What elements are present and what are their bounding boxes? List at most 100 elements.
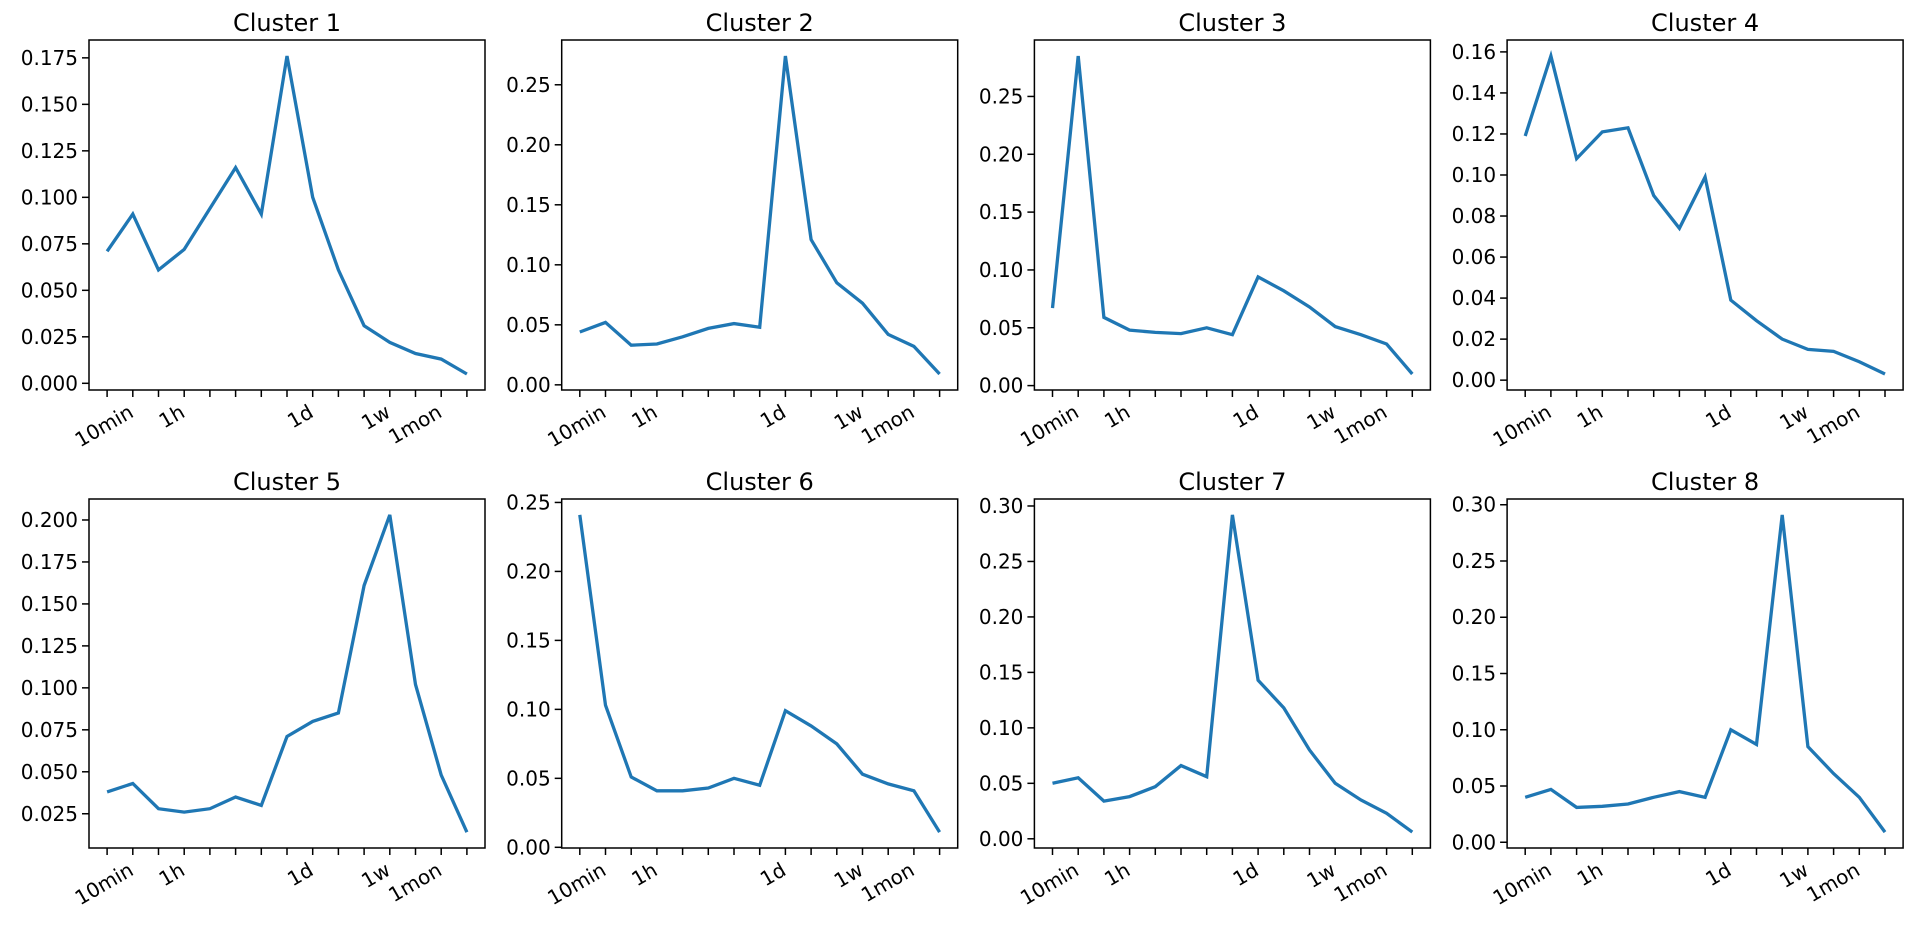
series-line xyxy=(579,55,941,376)
subplot-title: Cluster 6 xyxy=(706,468,814,496)
x-tick-label: 10min xyxy=(543,858,610,910)
x-tick-label: 10min xyxy=(543,400,610,452)
x-tick-label: 1d xyxy=(756,858,790,891)
y-tick-label: 0.30 xyxy=(979,494,1024,518)
y-tick-label: 0.20 xyxy=(979,605,1024,629)
y-tick-label: 0.200 xyxy=(21,508,78,532)
y-tick-label: 0.100 xyxy=(21,185,78,209)
x-tick-label: 1h xyxy=(627,858,661,891)
y-tick-label: 0.150 xyxy=(21,92,78,116)
y-tick-label: 0.02 xyxy=(1452,327,1497,351)
x-tick-label: 10min xyxy=(1016,858,1083,910)
x-tick-label: 10min xyxy=(71,858,138,910)
x-tick-label: 1mon xyxy=(1330,400,1391,449)
y-tick-label: 0.075 xyxy=(21,718,78,742)
subplot-title: Cluster 1 xyxy=(233,9,341,37)
y-tick-label: 0.025 xyxy=(21,802,78,826)
y-tick-label: 0.20 xyxy=(506,133,551,157)
series-line xyxy=(1524,514,1887,834)
y-tick-label: 0.10 xyxy=(1452,718,1497,742)
y-tick-label: 0.175 xyxy=(21,46,78,70)
y-tick-label: 0.050 xyxy=(21,760,78,784)
y-tick-label: 0.00 xyxy=(506,835,551,859)
y-tick-label: 0.05 xyxy=(1452,774,1497,798)
y-tick-label: 0.10 xyxy=(1452,163,1497,187)
y-tick-label: 0.25 xyxy=(979,549,1024,573)
series-line xyxy=(1523,49,1886,376)
x-tick-label: 10min xyxy=(71,400,138,452)
y-tick-label: 0.05 xyxy=(506,766,551,790)
subplot-cluster-1: Cluster 1 0.000 0.025 0.050 0.075 0.100 0.125 0… xyxy=(21,9,486,452)
subplot-title: Cluster 4 xyxy=(1651,9,1759,37)
y-tick-label: 0.14 xyxy=(1452,81,1497,105)
subplot-cluster-4: Cluster 4 0.00 0.02 0.04 0.06 0.08 0.10 0.12 0.1… xyxy=(1452,9,1904,452)
y-tick-label: 0.125 xyxy=(21,139,78,163)
y-tick-label: 0.12 xyxy=(1452,122,1497,146)
y-tick-label: 0.05 xyxy=(506,313,551,337)
y-tick-label: 0.10 xyxy=(979,258,1024,282)
y-tick-label: 0.25 xyxy=(979,84,1024,108)
y-tick-label: 0.04 xyxy=(1452,286,1497,310)
x-tick-label: 1h xyxy=(1573,400,1607,433)
x-tick-label: 10min xyxy=(1489,400,1556,452)
y-tick-label: 0.00 xyxy=(506,373,551,397)
x-tick-label: 1mon xyxy=(857,858,918,907)
subplot-title: Cluster 3 xyxy=(1178,9,1286,37)
series-line xyxy=(578,514,942,833)
x-tick-label: 1h xyxy=(627,400,661,433)
x-tick-label: 10min xyxy=(1016,400,1083,452)
y-tick-label: 0.00 xyxy=(979,374,1024,398)
y-tick-label: 0.075 xyxy=(21,232,78,256)
y-tick-label: 0.20 xyxy=(506,559,551,583)
y-tick-label: 0.15 xyxy=(506,628,551,652)
x-tick-label: 1h xyxy=(1573,858,1607,891)
series-line xyxy=(105,55,468,376)
axes-frame xyxy=(1506,39,1904,391)
subplot-cluster-5: Cluster 5 0.025 0.050 0.075 0.100 0.125 0.150 0… xyxy=(21,468,486,910)
y-tick-label: 0.100 xyxy=(21,676,78,700)
subplot-title: Cluster 8 xyxy=(1651,468,1759,496)
x-tick-label: 1d xyxy=(1229,400,1263,433)
y-tick-label: 0.00 xyxy=(1452,830,1497,854)
x-tick-label: 1d xyxy=(1229,858,1263,891)
y-tick-label: 0.25 xyxy=(506,73,551,97)
axes-frame xyxy=(1033,498,1432,849)
y-tick-label: 0.10 xyxy=(506,253,551,277)
y-tick-label: 0.20 xyxy=(979,142,1024,166)
x-tick-label: 1d xyxy=(1701,400,1735,433)
series-line xyxy=(1050,55,1414,376)
y-tick-label: 0.10 xyxy=(506,697,551,721)
y-tick-label: 0.15 xyxy=(979,200,1024,224)
y-tick-label: 0.06 xyxy=(1452,245,1497,269)
x-tick-label: 1h xyxy=(155,400,189,433)
subplot-title: Cluster 5 xyxy=(233,468,341,496)
x-tick-label: 1mon xyxy=(384,400,445,449)
x-tick-label: 1d xyxy=(283,858,317,891)
x-tick-label: 1mon xyxy=(1802,400,1863,449)
x-tick-label: 1mon xyxy=(1802,858,1863,907)
x-tick-label: 1h xyxy=(155,858,189,891)
x-tick-label: 1d xyxy=(1701,858,1735,891)
series-line xyxy=(106,514,469,833)
axes-frame xyxy=(88,498,486,849)
x-tick-label: 1mon xyxy=(384,858,445,907)
y-tick-label: 0.25 xyxy=(1452,549,1497,573)
subplot-cluster-6: Cluster 6 0.00 0.05 0.10 0.15 0.20 0.25 10min 1h… xyxy=(506,468,959,910)
y-tick-label: 0.050 xyxy=(21,278,78,302)
y-tick-label: 0.175 xyxy=(21,550,78,574)
y-tick-label: 0.20 xyxy=(1452,605,1497,629)
y-tick-label: 0.125 xyxy=(21,634,78,658)
axes-frame xyxy=(560,498,959,849)
subplot-cluster-3: Cluster 3 0.00 0.05 0.10 0.15 0.20 0.25 10min 1h… xyxy=(979,9,1432,452)
y-tick-label: 0.30 xyxy=(1452,493,1497,517)
x-tick-label: 1h xyxy=(1100,858,1134,891)
subplot-cluster-8: Cluster 8 0.00 0.05 0.10 0.15 0.20 0.25 0.30 10m… xyxy=(1452,468,1904,910)
y-tick-label: 0.08 xyxy=(1452,204,1497,228)
x-tick-label: 1mon xyxy=(1330,858,1391,907)
x-tick-label: 1mon xyxy=(857,400,918,449)
subplot-title: Cluster 7 xyxy=(1178,468,1286,496)
y-tick-label: 0.16 xyxy=(1452,40,1497,64)
y-tick-label: 0.15 xyxy=(979,660,1024,684)
